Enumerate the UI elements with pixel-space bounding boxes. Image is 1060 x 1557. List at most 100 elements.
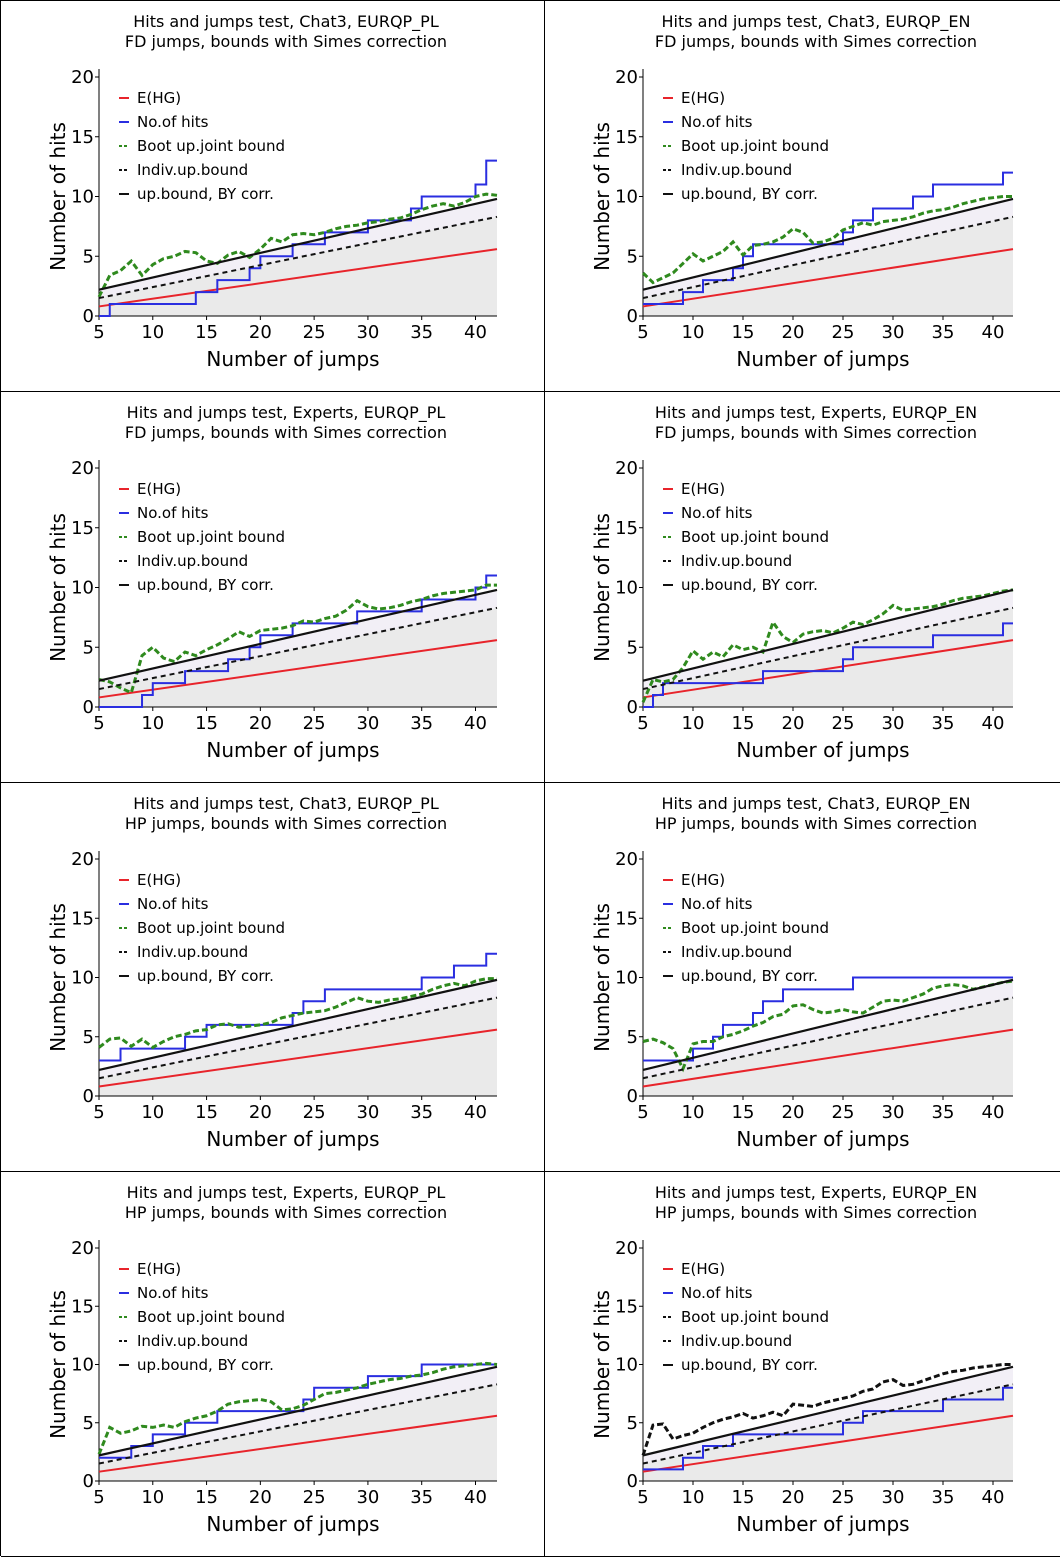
x-tick-label: 10 (141, 713, 164, 734)
chart-panel: Hits and jumps test, Experts, EURQP_EN FD… (545, 392, 1060, 783)
x-tick-label: 5 (637, 1487, 648, 1508)
expected-line (98, 1028, 498, 1088)
legend-label: Indiv.up.bound (137, 943, 248, 961)
legend-label: No.of hits (681, 504, 753, 522)
chart-title: Hits and jumps test, Experts, EURQP_PL (127, 403, 446, 423)
y-tick-label: 10 (615, 1355, 638, 1376)
x-tick-label: 35 (932, 1102, 955, 1123)
hits-line (99, 574, 497, 708)
chart-title: Hits and jumps test, Experts, EURQP_EN (655, 1183, 977, 1203)
y-tick-label: 10 (71, 1355, 94, 1376)
hits-line (643, 171, 1013, 306)
x-tick-label: 30 (882, 713, 905, 734)
chart-title: FD jumps, bounds with Simes correction (655, 423, 977, 442)
legend-label: up.bound, BY corr. (681, 1356, 818, 1374)
y-tick-label: 20 (71, 849, 94, 870)
x-tick-label: 5 (93, 1102, 104, 1123)
distribution-band (99, 1384, 497, 1481)
x-tick-label: 15 (732, 1102, 755, 1123)
y-tick-label: 15 (71, 518, 94, 539)
x-tick-label: 10 (682, 322, 705, 343)
x-tick-label: 15 (195, 322, 218, 343)
by-corr-bound-line (98, 978, 498, 1072)
x-tick-label: 5 (637, 322, 648, 343)
boot-joint-bound-line (641, 588, 1014, 703)
chart-title: FD jumps, bounds with Simes correction (655, 32, 977, 51)
y-tick-label: 10 (615, 578, 638, 599)
x-tick-label: 35 (410, 713, 433, 734)
x-tick-label: 25 (832, 713, 855, 734)
y-tick-label: 15 (615, 908, 638, 929)
x-tick-label: 30 (882, 1487, 905, 1508)
x-tick-label: 35 (410, 1102, 433, 1123)
x-tick-label: 30 (882, 322, 905, 343)
x-tick-label: 25 (832, 1487, 855, 1508)
x-tick-label: 5 (93, 1487, 104, 1508)
x-tick-label: 15 (732, 1487, 755, 1508)
x-axis-label: Number of jumps (206, 1127, 379, 1151)
x-tick-label: 35 (932, 713, 955, 734)
legend-label: Boot up.joint bound (681, 1308, 829, 1326)
x-tick-label: 40 (982, 1487, 1005, 1508)
y-tick-label: 5 (627, 637, 638, 658)
chart-panel: Hits and jumps test, Experts, EURQP_EN HP… (545, 1172, 1060, 1557)
indiv-bound-line (98, 996, 498, 1080)
x-axis-label: Number of jumps (206, 738, 379, 762)
x-tick-label: 40 (464, 1102, 487, 1123)
legend-label: Indiv.up.bound (137, 552, 248, 570)
indiv-bound-line (98, 606, 498, 691)
legend-label: Boot up.joint bound (137, 1308, 285, 1326)
bound-band (643, 589, 1013, 690)
legend-label: up.bound, BY corr. (681, 185, 818, 203)
chart-panel: Hits and jumps test, Chat3, EURQP_EN FD j… (545, 1, 1060, 392)
x-tick-label: 15 (195, 713, 218, 734)
legend-label: Indiv.up.bound (681, 943, 792, 961)
bound-band (99, 198, 497, 299)
legend-label: E(HG) (681, 89, 725, 107)
expected-line (98, 248, 498, 308)
x-tick-label: 10 (682, 713, 705, 734)
legend-label: up.bound, BY corr. (137, 185, 274, 203)
x-tick-label: 5 (637, 713, 648, 734)
x-tick-label: 10 (141, 1487, 164, 1508)
legend-label: E(HG) (137, 871, 181, 889)
x-tick-label: 10 (141, 322, 164, 343)
y-axis-label: Number of hits (590, 513, 614, 662)
x-tick-label: 25 (832, 322, 855, 343)
x-tick-label: 25 (303, 1487, 326, 1508)
y-tick-label: 15 (71, 908, 94, 929)
y-axis-label: Number of hits (46, 903, 70, 1052)
y-tick-label: 15 (615, 127, 638, 148)
chart-title: Hits and jumps test, Experts, EURQP_EN (655, 403, 977, 423)
x-tick-label: 20 (249, 1487, 272, 1508)
y-tick-label: 15 (615, 518, 638, 539)
y-tick-label: 5 (83, 1027, 94, 1048)
y-tick-label: 15 (615, 1296, 638, 1317)
indiv-bound-line (642, 1383, 1014, 1465)
x-tick-label: 40 (982, 713, 1005, 734)
y-tick-label: 5 (627, 246, 638, 267)
y-tick-label: 0 (627, 697, 638, 718)
y-tick-label: 20 (615, 458, 638, 479)
bound-band (643, 198, 1013, 299)
x-tick-label: 35 (932, 322, 955, 343)
y-tick-label: 0 (83, 306, 94, 327)
bound-band (99, 979, 497, 1079)
legend-label: up.bound, BY corr. (137, 967, 274, 985)
boot-joint-bound-line (641, 195, 1013, 285)
chart-svg: Hits and jumps test, Experts, EURQP_ENHP… (590, 1183, 1014, 1536)
x-axis-label: Number of jumps (206, 1512, 379, 1536)
y-tick-label: 10 (71, 578, 94, 599)
legend-label: Indiv.up.bound (137, 1332, 248, 1350)
expected-line (98, 1414, 498, 1473)
x-tick-label: 20 (249, 1102, 272, 1123)
legend-label: E(HG) (137, 480, 181, 498)
y-tick-label: 5 (83, 246, 94, 267)
chart-title: Hits and jumps test, Experts, EURQP_PL (127, 1183, 446, 1203)
x-tick-label: 15 (732, 713, 755, 734)
boot-joint-bound-line (98, 583, 497, 695)
expected-line (642, 639, 1014, 699)
